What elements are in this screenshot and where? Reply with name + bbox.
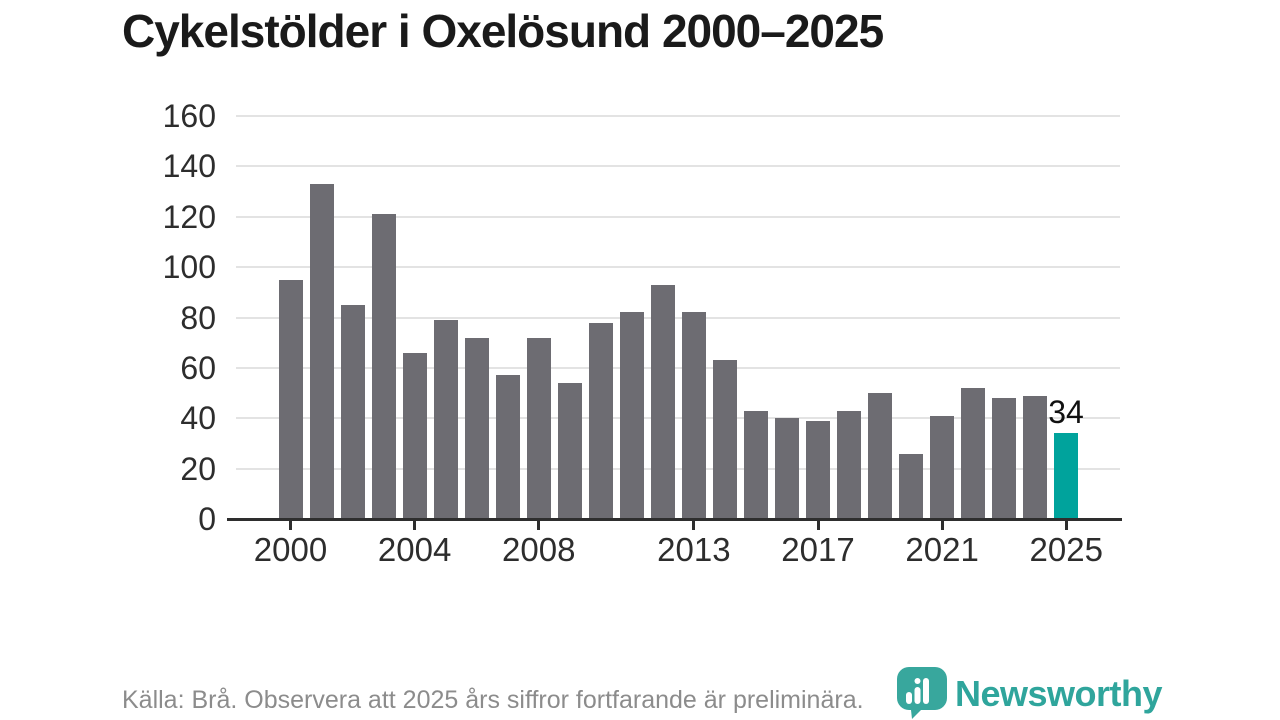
gridline-y-160: [236, 115, 1120, 117]
y-tick-label-40: 40: [180, 400, 216, 437]
gridline-y-100: [236, 266, 1120, 269]
x-tick-2000: [289, 521, 292, 530]
y-tick-label-80: 80: [180, 299, 216, 336]
chart-title: Cykelstölder i Oxelösund 2000–2025: [122, 5, 884, 57]
gridline-y-120: [236, 215, 1120, 218]
bar-2002: [340, 304, 365, 519]
bar-2018: [837, 410, 862, 519]
bar-2004: [402, 352, 427, 519]
bar-2013: [681, 312, 706, 519]
bar-2020: [899, 453, 924, 519]
x-tick-2013: [692, 521, 696, 530]
bar-2021: [930, 415, 955, 519]
bar-2005: [433, 320, 458, 519]
newsworthy-logo: Newsworthy: [895, 666, 1163, 720]
newsworthy-logo-icon: [895, 666, 949, 720]
y-tick-label-100: 100: [162, 249, 216, 286]
bar-2014: [712, 360, 737, 519]
bar-2008: [526, 337, 551, 519]
bar-2022: [961, 388, 986, 519]
x-tick-label-2013: 2013: [657, 531, 731, 568]
gridline-y-60: [236, 366, 1120, 369]
bar-2025: [1054, 433, 1079, 519]
x-tick-2004: [413, 521, 417, 530]
bar-2023: [992, 398, 1017, 519]
x-tick-label-2008: 2008: [502, 531, 576, 568]
bar-2012: [650, 284, 675, 519]
bar-2001: [309, 184, 334, 519]
x-tick-label-2021: 2021: [905, 531, 979, 568]
x-tick-label-2000: 2000: [253, 531, 328, 568]
x-tick-label-2025: 2025: [1029, 531, 1103, 568]
bar-2015: [743, 410, 768, 519]
y-tick-label-140: 140: [162, 148, 216, 185]
bar-2010: [588, 322, 613, 519]
bar-2000: [278, 279, 303, 519]
gridline-y-80: [236, 316, 1120, 319]
x-tick-2021: [940, 521, 944, 530]
gridline-y-40: [236, 417, 1120, 420]
bar-2016: [774, 418, 799, 519]
bar-2007: [495, 375, 520, 519]
y-tick-label-60: 60: [180, 349, 216, 386]
y-tick-label-20: 20: [180, 450, 216, 487]
x-axis-line: [227, 518, 1122, 521]
bar-2019: [868, 393, 893, 519]
y-tick-label-160: 160: [162, 98, 216, 134]
bar-2011: [619, 312, 644, 519]
gridline-y-140: [236, 165, 1120, 168]
bar-2009: [557, 382, 582, 519]
bar-2006: [464, 337, 489, 519]
y-tick-label-120: 120: [162, 198, 216, 235]
x-tick-2008: [537, 521, 541, 530]
bar-2024: [1023, 395, 1048, 519]
source-note: Källa: Brå. Observera att 2025 års siffr…: [122, 686, 864, 714]
bar-2017: [806, 420, 830, 519]
x-tick-2025: [1064, 521, 1068, 530]
x-tick-2017: [816, 521, 820, 530]
y-tick-label-0: 0: [198, 501, 216, 537]
x-tick-label-2004: 2004: [377, 531, 452, 568]
newsworthy-wordmark: Newsworthy: [955, 673, 1163, 714]
gridline-y-20: [236, 467, 1120, 470]
highlight-value-label: 34: [1048, 394, 1084, 430]
x-tick-label-2017: 2017: [781, 531, 855, 568]
bar-2003: [371, 214, 396, 519]
